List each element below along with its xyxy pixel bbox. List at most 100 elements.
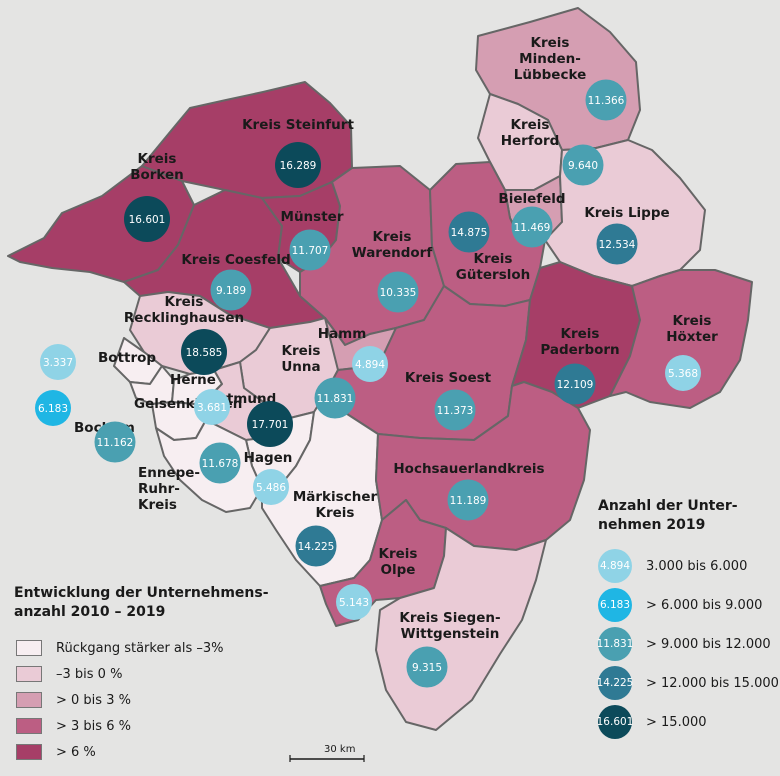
region-label-maerkischer: Märkischer Kreis [293,489,378,521]
bubble-herford [562,144,604,186]
region-label-bottrop: Bottrop [98,350,156,366]
scale-bar-line [289,755,365,762]
region-hoexter [609,269,753,409]
bubble-value-bochum: 11.162 [97,437,134,449]
scale-bar: 30 km [289,744,365,762]
bubble-value-olpe: 5.143 [339,597,369,609]
bubble-value-unna: 11.831 [317,393,354,405]
scale-bar-label: 30 km [324,744,356,755]
legend-bubble: 11.831 [597,627,633,661]
bubble-value-bielefeld: 11.469 [514,222,551,234]
legend-label: > 12.000 bis 15.000 [646,675,779,691]
region-label-unna: Kreis Unna [281,343,320,375]
development-legend-title: Entwicklung der Unternehmens- anzahl 201… [14,584,269,622]
bubble-hochsauerland [447,479,489,521]
count-legend-item: 11.831 > 9.000 bis 12.000 [597,627,771,661]
bubble-ennepe [199,442,241,484]
region-label-soest: Kreis Soest [405,370,492,386]
region-label-paderborn: Kreis Paderborn [540,326,619,358]
bubble-olpe [336,584,372,620]
region-label-siegen: Kreis Siegen-Wittgenstein [399,610,500,642]
bubble-bielefeld [511,206,553,248]
region-label-hochsauerland: Hochsauerlandkreis [393,461,544,477]
bubble-value-dortmund: 17.701 [252,419,289,431]
region-label-herne: Herne [170,372,216,388]
bubble-value-soest: 11.373 [437,405,474,417]
region-label-recklinghausen: Kreis Recklinghausen [124,294,244,326]
count-legend-item: 16.601 > 15.000 [597,705,707,739]
bubble-muenster [289,229,331,271]
development-legend-item: > 6 % [16,744,96,760]
count-legend-title-line1: Anzahl der Unter- [598,498,738,514]
bubble-value-borken: 16.601 [129,214,166,226]
bubble-dortmund [247,401,293,447]
bubble-recklinghausen [181,329,227,375]
legend-label: > 9.000 bis 12.000 [646,636,771,652]
legend-swatch [16,718,42,734]
bubble-value-guetersloh: 14.875 [451,227,488,239]
bubble-unna [314,377,356,419]
bubble-minden [585,79,627,121]
region-label-guetersloh: Kreis Gütersloh [456,251,531,283]
region-label-muenster: Münster [281,209,344,225]
bubble-value-warendorf: 10.335 [380,287,417,299]
count-legend-item: 6.183 > 6.000 bis 9.000 [598,588,762,622]
bubble-coesfeld [210,269,252,311]
development-legend-item: –3 bis 0 % [16,666,122,682]
bubble-value-paderborn: 12.109 [557,379,594,391]
legend-label: –3 bis 0 % [56,666,123,682]
bubble-siegen [406,646,448,688]
bubble-paderborn [554,363,596,405]
bubble-value-herne: 3.681 [197,402,227,414]
region-layer [7,7,753,731]
region-label-borken: Kreis Borken [130,151,184,183]
region-label-bielefeld: Bielefeld [498,191,565,207]
legend-bubble: 6.183 [598,588,632,622]
bubble-warendorf [377,271,419,313]
bubble-bochum [94,421,136,463]
bubble-value-steinfurt: 16.289 [280,160,317,172]
legend-label: > 6 % [56,744,96,760]
bubble-value-hamm: 4.894 [355,359,385,371]
count-legend-item: 14.225 > 12.000 bis 15.000 [597,666,779,700]
legend-label: 3.000 bis 6.000 [646,558,748,574]
legend-label: > 0 bis 3 % [56,692,131,708]
legend-bubble: 14.225 [597,666,633,700]
bubble-soest [434,389,476,431]
bubble-value-hochsauerland: 11.189 [450,495,487,507]
legend-bubble: 16.601 [597,705,633,739]
bubble-value-hagen: 5.486 [256,482,286,494]
bubble-value-gelsenkirchen: 6.183 [38,403,68,415]
legend-swatch [16,692,42,708]
count-legend-title-line2: nehmen 2019 [598,517,706,533]
region-label-hamm: Hamm [318,326,367,342]
bubble-value-bottrop: 3.337 [43,357,73,369]
bubble-value-muenster: 11.707 [292,245,329,257]
bubble-bottrop [40,344,76,380]
development-legend-item: > 3 bis 6 % [16,718,131,734]
bubble-value-coesfeld: 9.189 [216,285,246,297]
count-legend-title: Anzahl der Unter- nehmen 2019 [598,497,738,535]
region-label-hoexter: Kreis Höxter [666,313,718,345]
bubble-herne [194,389,230,425]
bubble-hamm [352,346,388,382]
region-label-olpe: Kreis Olpe [379,546,418,578]
region-label-herford: Kreis Herford [501,117,560,149]
bubble-value-herford: 9.640 [568,160,598,172]
development-legend-title-line1: Entwicklung der Unternehmens- [14,585,269,601]
region-label-steinfurt: Kreis Steinfurt [242,117,354,133]
label-layer: Kreis Borken Kreis Steinfurt Kreis Coesfeld… [74,35,718,642]
legend-swatch [16,640,42,656]
bubble-gelsenkirchen [35,390,71,426]
bubble-steinfurt [275,142,321,188]
bubble-hoexter [665,355,701,391]
bubble-borken [124,196,170,242]
development-legend-item: Rückgang stärker als –3% [16,640,224,656]
legend-label: > 3 bis 6 % [56,718,131,734]
bubble-value-ennepe: 11.678 [202,458,239,470]
legend-swatch [16,744,42,760]
bubble-hagen [253,469,289,505]
bubble-value-maerkischer: 14.225 [298,541,335,553]
